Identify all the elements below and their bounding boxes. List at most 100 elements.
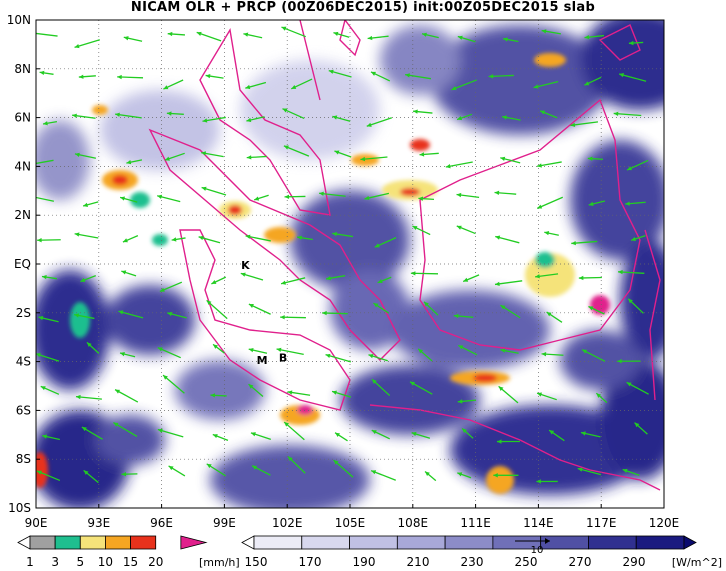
wind-vector [42,434,60,441]
wind-vector [546,311,563,323]
wind-vector [457,399,477,404]
wind-vector [453,313,474,319]
wind-vector [334,432,348,442]
wind-vector [240,272,264,281]
y-axis-ticks: 10N 8N 6N 4N 2N EQ 2S 4S 6S 8S 10S [7,13,40,515]
x-tick-label: 99E [213,516,236,530]
wind-vector [535,273,559,279]
olr-shading [36,20,664,508]
wind-vector [333,31,350,38]
wind-vector [411,431,431,439]
precip-colorbar-label: 3 [51,555,59,569]
wind-vector [38,315,59,323]
olr-colorbar-label: 210 [407,555,430,569]
wind-vector [164,152,185,161]
x-tick-label: 108E [398,516,429,530]
wind-vector [630,235,646,241]
olr-colorbar-swatch [635,535,685,550]
wind-vector [201,186,227,196]
wind-vector [457,472,472,479]
wind-vector [75,394,102,400]
wind-vector [423,301,439,316]
x-axis-ticks: 90E 93E 96E 99E 102E 105E 108E 111E 114E 117E 120E [25,504,679,530]
wind-vector [121,270,137,277]
wind-vector [419,152,439,157]
wind-vector [281,26,307,38]
wind-vector [36,470,61,482]
wind-vector [458,344,478,356]
wind-vector [588,200,606,207]
wind-vector [581,349,606,362]
olr-colorbar-swatch [444,535,494,550]
olr-colorbar: 150 170 190 210 230 250 270 290 [W/m^2] 10 [241,535,722,569]
x-tick-label: 111E [460,516,491,530]
wind-vector [421,32,439,39]
wind-vector [248,303,271,315]
wind-vector [42,120,58,126]
olr-colorbar-swatch [253,535,303,550]
olr-colorbar-right-arrow [683,535,697,550]
olr-colorbar-swatch [396,535,446,550]
wind-vector [206,299,228,320]
wind-vector [498,385,519,404]
wind-vector [297,235,313,241]
wind-vector [374,237,397,248]
wind-vector [78,74,96,79]
wind-vector [123,36,143,42]
wind-vector [539,110,558,119]
wind-vector [113,422,138,438]
wind-vector [617,359,641,364]
wind-vector [368,354,388,362]
wind-vector [502,37,519,43]
wind-vector [494,280,523,287]
wind-vector [201,151,224,158]
wind-vector [578,275,602,281]
wind-vector [325,275,346,281]
wind-vector [548,429,565,442]
wind-vector [282,108,305,120]
wind-vector [541,29,562,35]
precip-colorbar-swatch [105,535,131,550]
olr-colorbar-label: 150 [245,555,268,569]
wind-vector [211,276,227,285]
wind-vector [251,465,271,476]
olr-colorbar-label: 170 [299,555,322,569]
wind-vector [500,156,521,164]
wind-vector [119,196,138,203]
wind-vector [417,348,433,362]
wind-vector [371,429,391,440]
wind-vector [533,80,559,89]
wind-vector [371,378,391,397]
wind-vector [331,390,352,398]
wind-vector [157,347,181,359]
wind-vector [332,231,354,238]
wind-vector [122,235,139,243]
wind-vector [488,74,514,79]
wind-vector [280,277,306,285]
wind-vector [405,73,432,80]
wind-vector [159,281,183,293]
wind-vector [536,196,564,209]
olr-colorbar-swatch [540,535,589,550]
wind-vector [74,313,95,320]
wind-vector [83,469,99,484]
wind-vector [494,190,517,195]
wind-vector [413,109,433,114]
wind-vector [167,31,185,37]
wind-vector [81,426,103,440]
wind-vector [243,32,263,39]
wind-vector [167,311,187,319]
wind-vector [157,428,184,438]
wind-vector [283,145,310,157]
wind-vector [245,81,267,90]
wind-vector [168,465,186,477]
coastlines [148,20,661,491]
x-tick-label: 93E [87,516,110,530]
wind-vector [290,78,313,90]
wind-vector [618,269,645,275]
wind-vector [212,343,225,354]
precip-colorbar-label: 10 [98,555,113,569]
wind-vector [36,159,54,165]
station-marker: M [257,354,268,367]
wind-vector [536,392,557,401]
